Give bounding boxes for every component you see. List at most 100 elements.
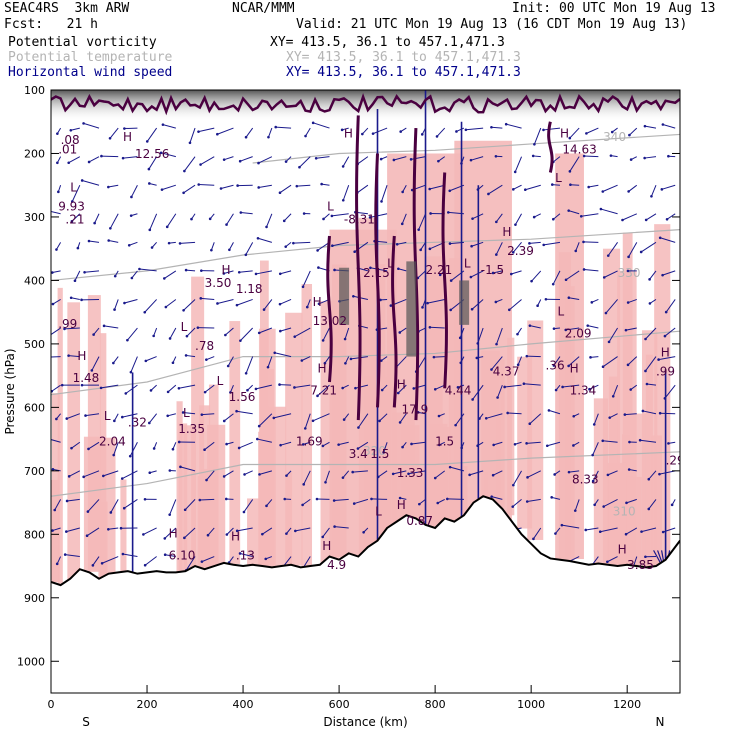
- wind-vector-head: [382, 451, 385, 454]
- wind-vector-head: [664, 310, 668, 314]
- wind-vector-head: [368, 216, 372, 219]
- pv-extremum-label: H: [322, 539, 331, 553]
- wind-vector: [660, 237, 676, 243]
- wind-vector: [553, 356, 561, 366]
- wind-vector: [568, 356, 580, 367]
- pv-extremum-label: 1.5: [435, 434, 454, 448]
- wind-vector-head: [351, 470, 355, 474]
- wind-vector-head: [626, 363, 630, 367]
- x-tick-label: 0: [48, 698, 55, 711]
- wind-vector-head: [138, 267, 141, 271]
- wind-vector: [70, 127, 80, 131]
- wind-vector: [51, 327, 61, 336]
- wind-vector-head: [60, 383, 64, 387]
- header-valid: Valid: 21 UTC Mon 19 Aug 13 (16 CDT Mon …: [296, 17, 688, 32]
- wind-vector-head: [237, 446, 241, 450]
- wind-vector-head: [428, 247, 432, 251]
- wind-vector: [529, 413, 542, 425]
- wind-vector: [240, 156, 253, 162]
- wind-vector: [548, 409, 561, 415]
- wind-vector: [51, 439, 61, 443]
- wind-vector-head: [197, 183, 201, 186]
- wind-vector-head: [599, 207, 603, 211]
- wind-vector-head: [205, 478, 208, 482]
- wind-vector-head: [437, 159, 440, 163]
- wind-vector: [436, 127, 446, 137]
- wind-vector-head: [567, 470, 571, 474]
- wind-vector-head: [100, 154, 103, 158]
- wind-vector: [103, 470, 119, 477]
- wind-vector: [294, 384, 311, 388]
- wind-vector-head: [295, 184, 299, 188]
- wind-vector-head: [663, 334, 667, 338]
- pv-core-fill: [406, 261, 417, 357]
- theta-contour-label: 310: [613, 504, 636, 518]
- wind-vector-head: [417, 228, 420, 231]
- wind-vector: [169, 499, 177, 515]
- wind-vector: [223, 413, 234, 422]
- wind-vector-head: [357, 426, 360, 429]
- wind-vector-head: [592, 423, 596, 426]
- wind-vector-head: [317, 302, 321, 306]
- wind-vector-head: [490, 368, 493, 371]
- wind-vector: [179, 241, 196, 244]
- wind-vector: [162, 124, 176, 129]
- wind-vector: [625, 327, 637, 331]
- wind-vector-head: [244, 135, 248, 139]
- wind-vector-head: [606, 473, 610, 477]
- wind-vector-head: [225, 533, 229, 536]
- wind-vector: [648, 499, 657, 510]
- wind-vector-head: [321, 535, 325, 539]
- pv-shading-streak: [199, 405, 211, 568]
- wind-vector-head: [225, 223, 228, 226]
- x-tick-label: 800: [425, 698, 446, 711]
- wind-vector-head: [660, 188, 664, 191]
- wind-vector: [109, 127, 119, 139]
- wind-vector: [68, 156, 81, 164]
- wind-vector-head: [258, 473, 261, 476]
- pv-extremum-label: L: [464, 257, 471, 271]
- wind-vector: [592, 470, 599, 482]
- pv-extremum-label: L: [217, 374, 224, 388]
- wind-vector-head: [553, 473, 556, 476]
- wind-vector-head: [601, 365, 605, 369]
- wind-vector: [397, 241, 407, 245]
- wind-vector-head: [108, 136, 112, 140]
- wind-vector-head: [449, 308, 452, 312]
- y-tick-label: 1000: [17, 655, 45, 668]
- wind-vector-head: [438, 273, 442, 277]
- pv-extremum-label: L: [327, 200, 334, 214]
- wind-vector: [302, 498, 311, 506]
- wind-vector-head: [86, 510, 90, 513]
- wind-vector: [144, 299, 157, 313]
- wind-vector-head: [80, 298, 83, 302]
- wind-vector-head: [627, 255, 630, 259]
- wind-vector-head: [82, 475, 85, 479]
- wind-vector: [665, 299, 676, 313]
- pv-extremum-label: 0.87: [406, 514, 433, 528]
- wind-vector-head: [200, 413, 204, 416]
- pv-extremum-label: H: [570, 361, 579, 375]
- pv-shading-convective-core: [555, 153, 584, 560]
- wind-vector: [204, 384, 215, 393]
- wind-vector: [54, 499, 62, 511]
- wind-vector: [533, 527, 542, 540]
- wind-vector: [236, 298, 253, 306]
- wind-vector-head: [640, 530, 643, 533]
- wind-vector-head: [661, 123, 665, 126]
- y-tick-label: 800: [24, 528, 45, 541]
- wind-vector: [186, 354, 196, 358]
- pv-extremum-label: .29: [666, 453, 685, 467]
- wind-vector: [321, 183, 330, 186]
- pv-shading-streak: [247, 498, 267, 566]
- wind-vector-head: [568, 170, 572, 173]
- pv-shading-streak: [120, 479, 127, 573]
- wind-vector-head: [333, 525, 336, 528]
- wind-vector-head: [171, 361, 175, 365]
- wind-vector: [124, 298, 138, 304]
- field-xy-theta: XY= 413.5, 36.1 to 457.1,471.3: [286, 50, 521, 65]
- wind-vector-head: [512, 188, 515, 191]
- wind-vector-head: [602, 276, 606, 279]
- wind-vector: [259, 470, 273, 475]
